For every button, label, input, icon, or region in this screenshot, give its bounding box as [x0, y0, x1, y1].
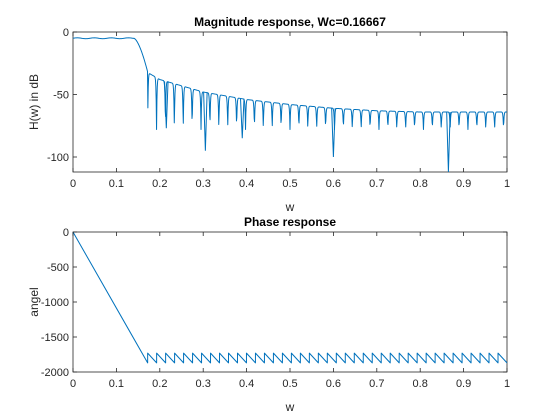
magnitude-x-tick-label: 0.5	[282, 178, 297, 190]
magnitude-y-tick-label: -100	[47, 152, 69, 164]
magnitude-subplot: Magnitude response, Wc=0.16667 0 0.1 0.2 0.…	[27, 15, 510, 214]
phase-x-tick-label: 0.5	[282, 378, 297, 390]
magnitude-x-tick-label: 0.4	[239, 178, 254, 190]
magnitude-x-tick-label: 0.9	[456, 178, 471, 190]
phase-subplot: Phase response 0 0.1 0.2 0.3 0.4 0.5 0.6 0.7 0.8…	[27, 215, 510, 414]
phase-y-tick-label: 0	[63, 227, 69, 239]
phase-x-tick-label: 0.9	[456, 378, 471, 390]
magnitude-x-tick-label: 0.8	[413, 178, 428, 190]
magnitude-y-tick-label: -50	[53, 90, 69, 102]
phase-x-tick-label: 0.4	[239, 378, 254, 390]
phase-x-tick-label: 1	[504, 378, 510, 390]
phase-axes-box	[72, 231, 508, 373]
phase-y-tick-label: -500	[47, 262, 69, 274]
magnitude-axes-box	[72, 31, 508, 173]
magnitude-x-tick-label: 0.6	[326, 178, 341, 190]
phase-y-axis-label: angel	[27, 287, 41, 316]
phase-x-tick-label: 0.3	[196, 378, 211, 390]
magnitude-x-tick-label: 0.2	[152, 178, 167, 190]
magnitude-series-line	[72, 37, 508, 130]
phase-x-axis-label: w	[285, 400, 295, 414]
phase-x-tick-label: 0.1	[109, 378, 124, 390]
magnitude-y-ticks: 0 -50 -100	[47, 27, 507, 164]
magnitude-x-tick-label: 1	[504, 178, 510, 190]
magnitude-x-tick-label: 0.1	[109, 178, 124, 190]
phase-x-tick-label: 0.2	[152, 378, 167, 390]
phase-y-tick-label: -1000	[41, 297, 69, 309]
magnitude-title: Magnitude response, Wc=0.16667	[194, 15, 386, 29]
phase-x-tick-label: 0.6	[326, 378, 341, 390]
phase-x-ticks: 0 0.1 0.2 0.3 0.4 0.5 0.6 0.7 0.8 0.9 1	[70, 232, 510, 390]
magnitude-deep-null	[446, 111, 451, 173]
magnitude-x-ticks: 0 0.1 0.2 0.3 0.4 0.5 0.6 0.7 0.8 0.9 1	[70, 32, 510, 190]
magnitude-x-tick-label: 0.7	[369, 178, 384, 190]
magnitude-x-tick-label: 0.3	[196, 178, 211, 190]
phase-y-tick-label: -1500	[41, 332, 69, 344]
phase-y-tick-label: -2000	[41, 367, 69, 379]
magnitude-y-tick-label: 0	[63, 27, 69, 39]
phase-x-tick-label: 0	[70, 378, 76, 390]
magnitude-deep-null	[331, 108, 336, 158]
magnitude-y-axis-label: H(w) in dB	[27, 74, 41, 130]
phase-x-tick-label: 0.8	[413, 378, 428, 390]
magnitude-deep-null	[164, 81, 169, 129]
magnitude-x-axis-label: w	[285, 200, 295, 214]
phase-title: Phase response	[244, 215, 336, 229]
phase-x-tick-label: 0.7	[369, 378, 384, 390]
magnitude-x-tick-label: 0	[70, 178, 76, 190]
magnitude-deep-null	[240, 98, 245, 139]
magnitude-deep-null	[203, 92, 208, 151]
phase-y-ticks: 0 -500 -1000 -1500 -2000	[41, 227, 507, 379]
phase-series-line	[72, 231, 508, 364]
